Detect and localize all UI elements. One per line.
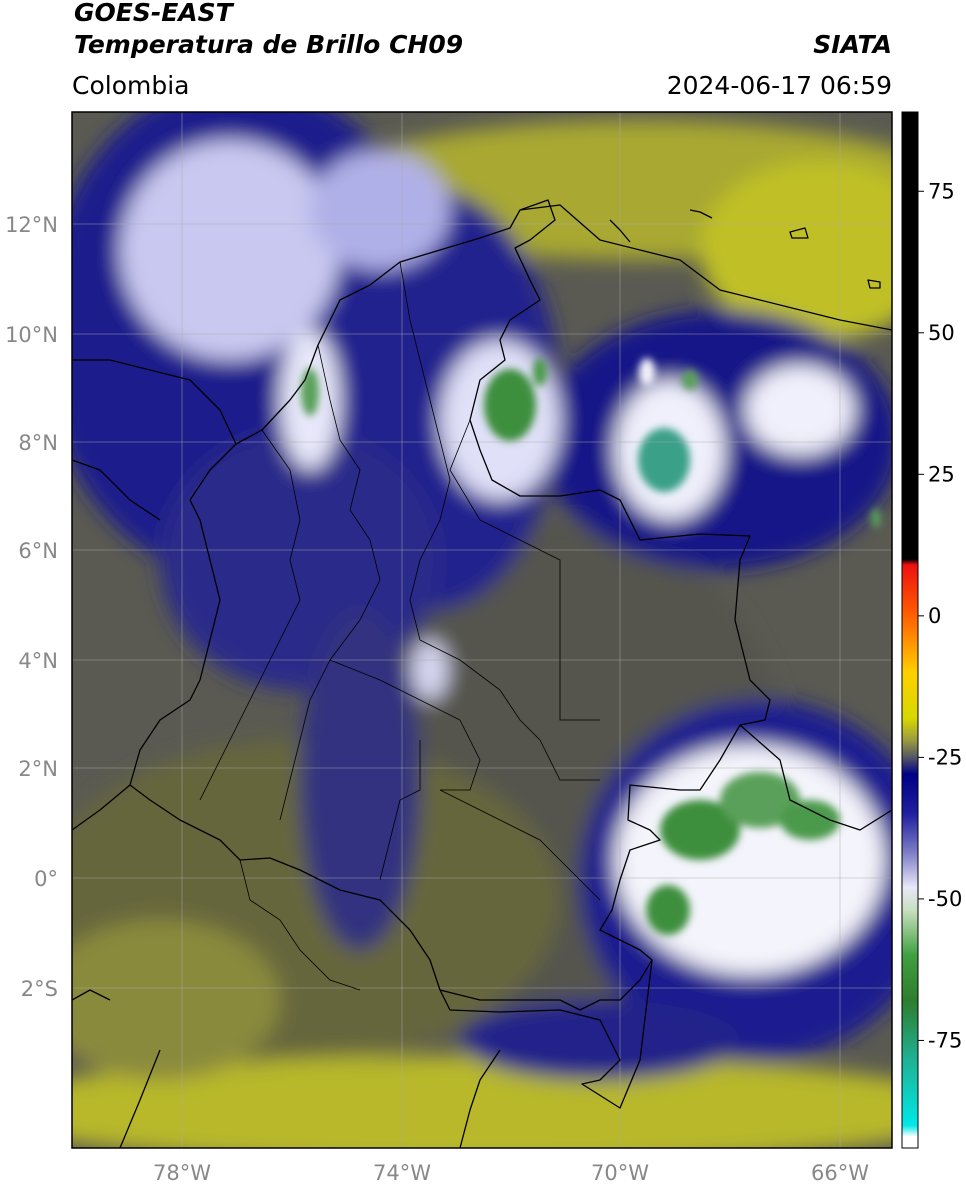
colorbar-tick-label: -25 (928, 745, 962, 769)
lat-tick-label: 8°N (18, 431, 58, 455)
lat-tick-label: 10°N (5, 323, 58, 347)
map-frame (71, 111, 893, 1149)
lon-tick-label: 70°W (591, 1161, 649, 1185)
colorbar-tick-label: 75 (928, 179, 955, 203)
colorbar: 75 50 25 0 -25 -50 -75 (901, 111, 962, 1149)
department-boundaries (199, 261, 601, 991)
lon-tick-label: 74°W (373, 1161, 431, 1185)
colorbar-tick-label: 50 (928, 321, 955, 345)
region-label: Colombia (72, 71, 190, 100)
org-label: SIATA (813, 30, 892, 59)
lat-tick-label: 6°N (18, 539, 58, 563)
lat-tick-label: 2°S (21, 977, 58, 1001)
colorbar-tick-label: 0 (928, 604, 941, 628)
datetime-label: 2024-06-17 06:59 (666, 71, 892, 100)
lon-tick-label: 78°W (153, 1161, 211, 1185)
product-title: Temperatura de Brillo CH09 (74, 30, 464, 59)
country-boundaries (72, 199, 892, 1148)
colorbar-tick-label: 25 (928, 462, 955, 486)
lat-tick-label: 4°N (18, 649, 58, 673)
colorbar-gradient (901, 111, 919, 1149)
brightness-temperature-image (72, 112, 892, 1148)
graticule (72, 112, 892, 1148)
lat-axis: 12°N 10°N 8°N 6°N 4°N 2°N 0° 2°S (5, 213, 58, 1001)
lat-tick-label: 0° (34, 867, 58, 891)
lat-tick-label: 2°N (18, 757, 58, 781)
colorbar-tick-label: -75 (928, 1028, 962, 1052)
lon-axis: 78°W 74°W 70°W 66°W (153, 1161, 869, 1185)
colorbar-tick-label: -50 (928, 887, 962, 911)
satellite-title: GOES-EAST (74, 0, 233, 27)
lat-tick-label: 12°N (5, 213, 58, 237)
lon-tick-label: 66°W (811, 1161, 869, 1185)
